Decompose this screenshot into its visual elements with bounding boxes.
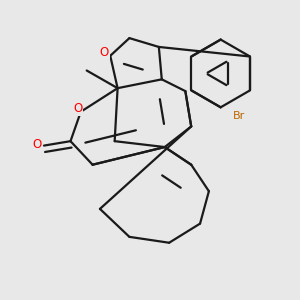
Text: O: O	[73, 102, 83, 115]
Text: O: O	[100, 46, 109, 59]
Text: O: O	[32, 138, 41, 151]
Text: Br: Br	[232, 111, 245, 121]
